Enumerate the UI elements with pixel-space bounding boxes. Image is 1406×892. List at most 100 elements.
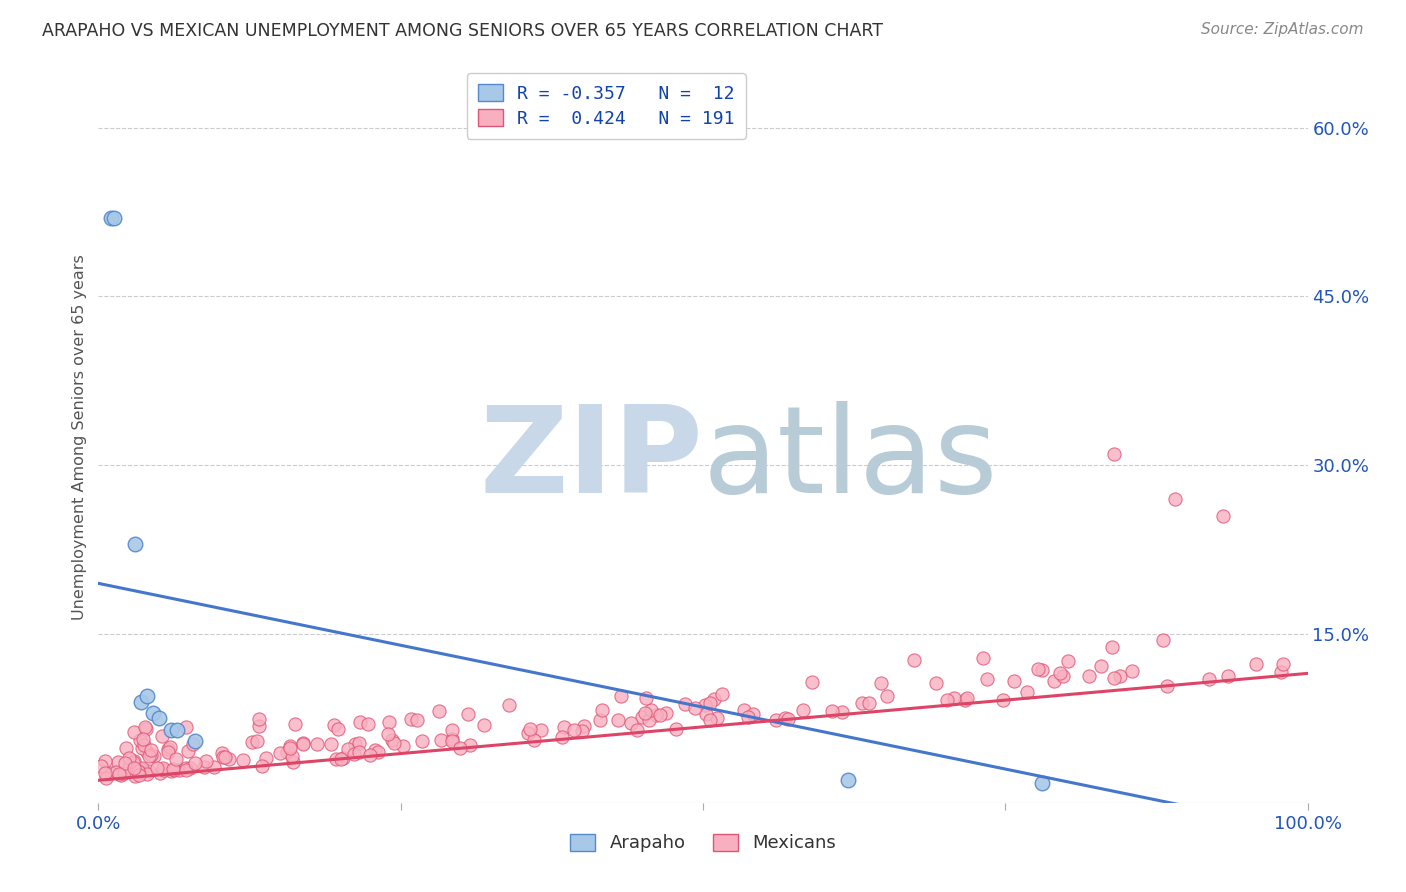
Point [343, 747, 366, 761]
Point [129, 694, 152, 708]
Point [976, 673, 998, 687]
Point [645, 708, 668, 723]
Point [695, 706, 717, 721]
Point [792, 703, 814, 717]
Point [127, 764, 149, 778]
Point [134, 720, 156, 734]
Point [184, 734, 207, 748]
Point [276, 745, 298, 759]
Point [218, 752, 240, 766]
Point [139, 743, 162, 757]
Point [523, 733, 546, 747]
Point [903, 653, 925, 667]
Point [571, 723, 593, 738]
Point [202, 760, 225, 774]
Y-axis label: Unemployment Among Seniors over 65 years: Unemployment Among Seniors over 65 years [72, 254, 87, 620]
Point [460, 738, 482, 752]
Point [1049, 665, 1071, 680]
Point [1042, 673, 1064, 688]
Point [630, 709, 652, 723]
Point [148, 711, 170, 725]
Point [128, 733, 150, 747]
Point [212, 749, 235, 764]
Point [925, 675, 948, 690]
Point [104, 764, 127, 779]
Point [131, 761, 153, 775]
Point [380, 733, 402, 747]
Point [138, 764, 160, 779]
Point [626, 723, 648, 738]
Point [382, 736, 405, 750]
Point [367, 745, 389, 759]
Point [103, 211, 125, 225]
Point [128, 768, 150, 782]
Point [129, 762, 152, 776]
Point [399, 712, 422, 726]
Point [610, 689, 633, 703]
Point [1272, 657, 1295, 671]
Point [972, 650, 994, 665]
Point [530, 723, 553, 737]
Point [574, 718, 596, 732]
Point [673, 697, 696, 711]
Point [195, 754, 218, 768]
Point [1156, 679, 1178, 693]
Point [179, 761, 201, 775]
Point [440, 731, 463, 746]
Point [135, 745, 157, 759]
Point [124, 769, 146, 783]
Point [176, 761, 198, 775]
Point [936, 693, 959, 707]
Point [152, 761, 174, 775]
Point [773, 711, 796, 725]
Point [193, 760, 215, 774]
Point [607, 713, 630, 727]
Point [278, 739, 301, 754]
Point [347, 745, 370, 759]
Point [269, 746, 291, 760]
Point [108, 767, 131, 781]
Point [124, 724, 146, 739]
Point [163, 763, 186, 777]
Point [741, 707, 763, 722]
Point [564, 723, 586, 737]
Point [281, 755, 304, 769]
Point [246, 734, 269, 748]
Point [211, 746, 233, 760]
Point [851, 696, 873, 710]
Point [349, 714, 371, 729]
Point [1163, 491, 1185, 506]
Point [406, 713, 429, 727]
Point [121, 755, 143, 769]
Point [278, 740, 301, 755]
Point [553, 720, 575, 734]
Point [176, 763, 198, 777]
Point [765, 713, 787, 727]
Point [1056, 654, 1078, 668]
Point [132, 731, 155, 746]
Point [291, 738, 314, 752]
Point [392, 739, 415, 753]
Point [519, 722, 541, 736]
Point [801, 674, 824, 689]
Point [457, 706, 479, 721]
Point [247, 719, 270, 733]
Point [821, 704, 844, 718]
Point [132, 738, 155, 752]
Point [156, 745, 179, 759]
Point [1108, 669, 1130, 683]
Point [1102, 447, 1125, 461]
Legend: Arapaho, Mexicans: Arapaho, Mexicans [562, 826, 844, 860]
Point [1026, 662, 1049, 676]
Point [551, 730, 574, 744]
Point [411, 734, 433, 748]
Point [157, 741, 180, 756]
Point [1152, 632, 1174, 647]
Point [214, 750, 236, 764]
Point [711, 687, 734, 701]
Point [636, 691, 658, 706]
Point [328, 723, 350, 737]
Text: Source: ZipAtlas.com: Source: ZipAtlas.com [1201, 22, 1364, 37]
Point [664, 722, 686, 736]
Point [94, 766, 117, 780]
